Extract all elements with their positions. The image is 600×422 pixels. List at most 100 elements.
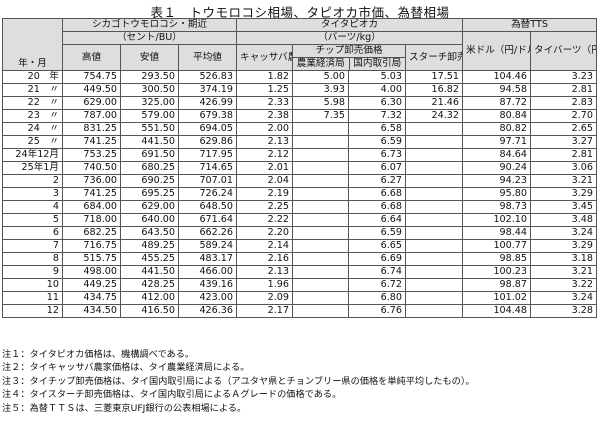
row-label: 25 〃 <box>2 135 63 149</box>
footnote: 注１：タイタピオカ価格は、機構調べである。 <box>2 349 195 360</box>
chip-farm-header: 農業経済局 <box>294 58 350 70</box>
table-cell: 439.16 <box>177 278 238 292</box>
table-row: 3 741.25 695.25 726.24 2.19 6.68 95.80 3.29 <box>2 187 598 201</box>
table-row: 5 718.00 640.00 671.64 2.22 6.64 102.10 3.48 <box>2 213 598 227</box>
year-month-header: 年・月 <box>2 18 63 71</box>
table-cell: 714.65 <box>177 161 238 175</box>
table-cell: 449.50 <box>62 83 121 97</box>
table-cell: 7.35 <box>292 109 350 123</box>
corn-low-header: 安値 <box>120 44 179 71</box>
row-label: 10 <box>2 278 63 292</box>
row-label: 22 〃 <box>2 96 63 110</box>
row-label: 21 〃 <box>2 83 63 97</box>
table-cell: 7.32 <box>348 109 407 123</box>
table-cell: 679.38 <box>177 109 238 123</box>
starch-header: スターチ卸売価格 <box>405 44 464 71</box>
row-label: 4 <box>2 200 63 214</box>
table-row: 24年12月 753.25 691.50 717.95 2.12 6.73 84.64 2.8… <box>2 148 598 162</box>
table-title: 表１ トウモロコシ相場、タピオカ市価、為替相場 <box>150 5 450 20</box>
table-cell: 6.27 <box>348 174 407 188</box>
table-cell <box>405 187 464 201</box>
table-cell: 690.25 <box>120 174 179 188</box>
table-cell <box>405 278 464 292</box>
table-row: 12 434.50 416.50 426.36 2.17 6.76 104.48 3.28 <box>2 304 598 318</box>
table-cell: 325.00 <box>120 96 179 110</box>
table-cell: 3.21 <box>530 265 598 279</box>
table-cell: 6.74 <box>348 265 407 279</box>
table-cell: 741.25 <box>62 187 121 201</box>
table-cell: 640.00 <box>120 213 179 227</box>
corn-high-header: 高値 <box>62 44 121 71</box>
table-cell: 5.00 <box>292 70 350 84</box>
table-cell: 648.50 <box>177 200 238 214</box>
table-cell: 100.23 <box>462 265 532 279</box>
table-cell <box>292 239 350 253</box>
footnote: 注４：タイスターチ卸売価格は、タイ国内取引局によるＡグレードの価格である。 <box>2 389 342 401</box>
table-cell: 2.33 <box>236 96 294 110</box>
table-cell: 787.00 <box>62 109 121 123</box>
row-label: 5 <box>2 213 63 227</box>
row-label: 24年12月 <box>2 148 63 162</box>
table-cell <box>292 252 350 266</box>
price-table: 年・月 シカゴトウモロコシ・期近 タイタピオカ 為替TTS （セント/BU） （… <box>2 18 598 318</box>
table-cell <box>292 135 350 149</box>
table-cell <box>405 161 464 175</box>
table-body: 20 年 754.75 293.50 526.83 1.82 5.00 5.03 17.51 1… <box>2 70 598 318</box>
table-cell: 416.50 <box>120 304 179 318</box>
table-cell <box>292 200 350 214</box>
table-cell: 16.82 <box>405 83 464 97</box>
table-cell: 3.28 <box>530 304 598 318</box>
footnote: 注５：為替ＴＴＳは、三菱東京UFJ銀行の公表相場による。 <box>2 402 247 414</box>
row-label: 20 年 <box>2 70 63 84</box>
table-cell: 680.25 <box>120 161 179 175</box>
table-cell <box>405 148 464 162</box>
table-cell: 551.50 <box>120 122 179 136</box>
table-cell <box>292 304 350 318</box>
table-cell <box>405 265 464 279</box>
table-row: 6 682.25 643.50 662.26 2.20 6.59 98.44 3.24 <box>2 226 598 240</box>
table-cell <box>292 187 350 201</box>
usd-header: 米ドル（円/ドル） <box>462 31 532 71</box>
table-cell: 6.68 <box>348 187 407 201</box>
table-cell: 3.27 <box>530 135 598 149</box>
table-cell: 2.25 <box>236 200 294 214</box>
fx-group-header: 為替TTS <box>462 18 598 32</box>
table-row: 10 449.25 428.25 439.16 1.96 6.72 98.87 3.22 <box>2 278 598 292</box>
table-cell: 726.24 <box>177 187 238 201</box>
table-cell: 6.59 <box>348 135 407 149</box>
table-cell: 293.50 <box>120 70 179 84</box>
table-cell: 3.23 <box>530 70 598 84</box>
table-cell: 2.00 <box>236 122 294 136</box>
table-cell: 98.44 <box>462 226 532 240</box>
table-header: 年・月 シカゴトウモロコシ・期近 タイタピオカ 為替TTS （セント/BU） （… <box>2 18 598 71</box>
table-cell: 662.26 <box>177 226 238 240</box>
table-cell: 102.10 <box>462 213 532 227</box>
table-cell: 691.50 <box>120 148 179 162</box>
table-cell: 80.84 <box>462 109 532 123</box>
table-cell: 104.48 <box>462 304 532 318</box>
table-cell: 2.13 <box>236 265 294 279</box>
table-cell: 100.77 <box>462 239 532 253</box>
table-cell: 707.01 <box>177 174 238 188</box>
corn-group-header: シカゴトウモロコシ・期近 <box>61 18 238 32</box>
table-cell: 426.36 <box>177 304 238 318</box>
footnote: 注３：タイチップ卸売価格は、タイ国内取引局による（アユタヤ県とチョンブリー県の価… <box>2 375 475 387</box>
table-cell <box>405 304 464 318</box>
table-cell <box>292 122 350 136</box>
table-cell <box>405 122 464 136</box>
table-cell: 671.64 <box>177 213 238 227</box>
table-cell: 428.25 <box>120 278 179 292</box>
table-cell: 104.46 <box>462 70 532 84</box>
table-cell <box>292 265 350 279</box>
table-cell: 1.25 <box>236 83 294 97</box>
chip-domestic-header: 国内取引局 <box>353 58 402 69</box>
table-cell: 754.75 <box>62 70 121 84</box>
table-cell <box>292 291 350 305</box>
table-cell: 98.85 <box>462 252 532 266</box>
table-cell: 455.25 <box>120 252 179 266</box>
table-cell: 2.65 <box>530 122 598 136</box>
table-cell: 483.17 <box>177 252 238 266</box>
row-label: 2 <box>2 174 63 188</box>
table-cell: 374.19 <box>177 83 238 97</box>
table-cell: 741.25 <box>62 135 121 149</box>
